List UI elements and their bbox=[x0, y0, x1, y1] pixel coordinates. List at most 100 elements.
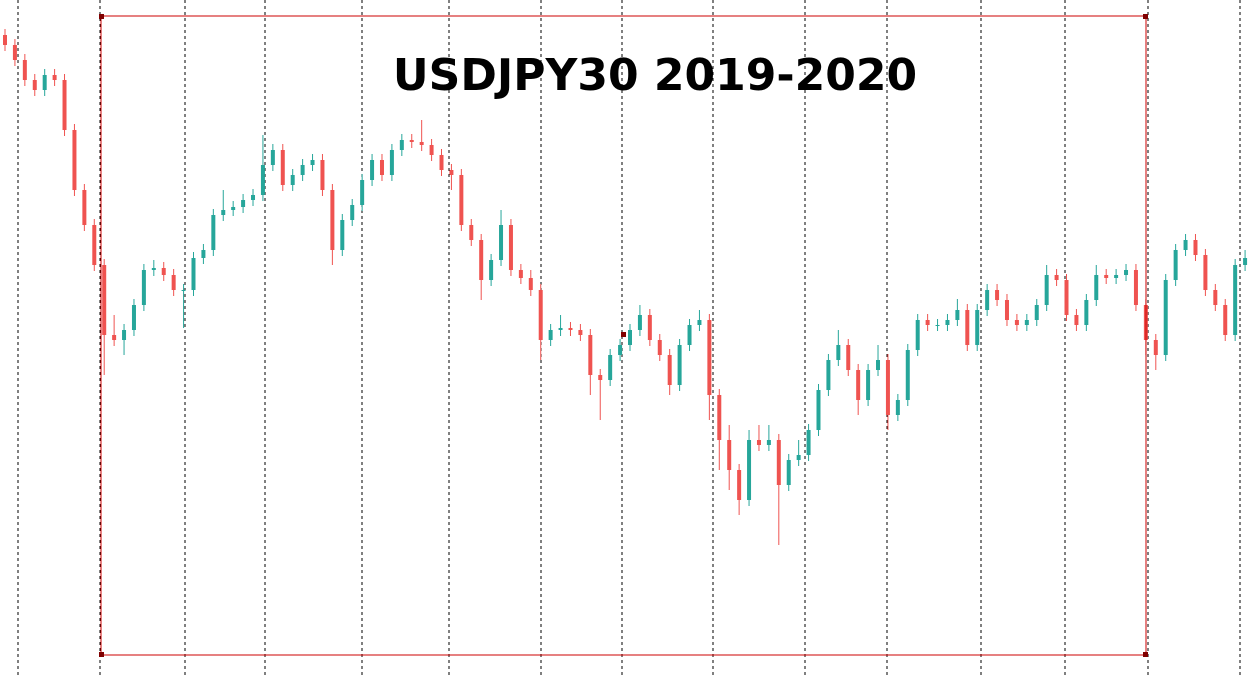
candle-body bbox=[92, 225, 97, 265]
handle bbox=[99, 652, 104, 657]
candle-body bbox=[885, 360, 890, 415]
candle-body bbox=[320, 160, 325, 190]
candle-body bbox=[201, 250, 206, 258]
candle-body bbox=[687, 325, 692, 345]
candle-body bbox=[1054, 275, 1059, 280]
handle bbox=[1143, 14, 1148, 19]
candle-body bbox=[766, 440, 771, 445]
candle-body bbox=[578, 330, 583, 335]
candle-body bbox=[459, 175, 464, 225]
candles bbox=[3, 29, 1248, 545]
candle-body bbox=[1223, 305, 1228, 335]
candle-body bbox=[637, 315, 642, 330]
candle-body bbox=[1014, 320, 1019, 325]
candle-body bbox=[469, 225, 474, 240]
candle-body bbox=[350, 205, 355, 220]
candle-body bbox=[1124, 270, 1129, 275]
candle-body bbox=[806, 430, 811, 455]
candle-body bbox=[945, 320, 950, 325]
candle-body bbox=[12, 45, 17, 60]
candle-body bbox=[231, 207, 236, 210]
candle-body bbox=[558, 328, 563, 330]
candle-body bbox=[548, 330, 553, 340]
candle-body bbox=[628, 330, 632, 345]
candle-body bbox=[747, 440, 752, 500]
candle-body bbox=[300, 165, 305, 175]
candle-body bbox=[518, 270, 523, 278]
candle-body bbox=[32, 80, 37, 90]
candle-body bbox=[340, 220, 345, 250]
candle-body bbox=[52, 75, 57, 80]
candle-body bbox=[280, 150, 285, 185]
candle-body bbox=[379, 160, 384, 175]
candle-body bbox=[915, 320, 920, 350]
candle-body bbox=[419, 142, 424, 145]
candle-body bbox=[409, 140, 414, 142]
candle-body bbox=[866, 370, 871, 400]
candle-body bbox=[995, 290, 1000, 300]
candle-body bbox=[975, 310, 980, 345]
candle-body bbox=[479, 240, 484, 280]
candle-body bbox=[310, 160, 315, 165]
candle-body bbox=[816, 390, 821, 430]
candle-body bbox=[1074, 315, 1079, 325]
candle-body bbox=[727, 440, 732, 470]
candle-body bbox=[935, 325, 940, 326]
candle-body bbox=[965, 310, 970, 345]
candle-body bbox=[161, 268, 166, 275]
candle-body bbox=[647, 315, 652, 340]
candle-body bbox=[270, 150, 275, 165]
candle-body bbox=[1044, 275, 1049, 305]
candle-body bbox=[1004, 300, 1009, 320]
candle-body bbox=[1024, 320, 1029, 325]
candle-body bbox=[1213, 290, 1218, 305]
candle-body bbox=[538, 290, 543, 340]
candle-body bbox=[102, 265, 107, 335]
candle-body bbox=[429, 145, 434, 155]
candle-body bbox=[796, 455, 801, 460]
candle-body bbox=[251, 195, 256, 200]
candle-body bbox=[360, 180, 365, 205]
candle-body bbox=[618, 345, 623, 355]
candle-body bbox=[389, 150, 394, 175]
candle-body bbox=[62, 80, 67, 130]
candle-body bbox=[985, 290, 990, 310]
handle bbox=[99, 14, 104, 19]
handle bbox=[621, 332, 626, 337]
candle-body bbox=[181, 290, 186, 291]
candle-body bbox=[826, 360, 831, 390]
candle-body bbox=[836, 345, 841, 360]
candle-body bbox=[657, 340, 662, 355]
candle-body bbox=[1084, 300, 1089, 325]
candle-body bbox=[1133, 270, 1138, 305]
chart-title: USDJPY30 2019-2020 bbox=[393, 50, 917, 101]
candle-body bbox=[1243, 258, 1248, 265]
candle-body bbox=[588, 335, 593, 375]
candle-body bbox=[22, 60, 27, 80]
candle-body bbox=[876, 360, 881, 370]
candle-body bbox=[489, 260, 494, 280]
candle-body bbox=[756, 440, 761, 445]
candle-body bbox=[122, 330, 127, 340]
candle-body bbox=[370, 160, 375, 180]
candle-body bbox=[1064, 280, 1069, 315]
candle-body bbox=[3, 35, 7, 45]
candle-body bbox=[707, 320, 712, 395]
candle-body bbox=[786, 460, 791, 485]
candle-body bbox=[499, 225, 504, 260]
candle-body bbox=[846, 345, 851, 370]
candle-body bbox=[508, 225, 513, 270]
candle-body bbox=[141, 270, 146, 305]
candle-body bbox=[82, 190, 87, 225]
candle-body bbox=[568, 328, 573, 330]
candle-body bbox=[1034, 305, 1039, 320]
candle-body bbox=[667, 355, 672, 385]
candle-body bbox=[449, 170, 454, 175]
handle bbox=[1143, 652, 1148, 657]
candle-body bbox=[895, 400, 900, 415]
candle-body bbox=[737, 470, 742, 500]
candle-body bbox=[72, 130, 77, 190]
candle-body bbox=[598, 375, 603, 380]
